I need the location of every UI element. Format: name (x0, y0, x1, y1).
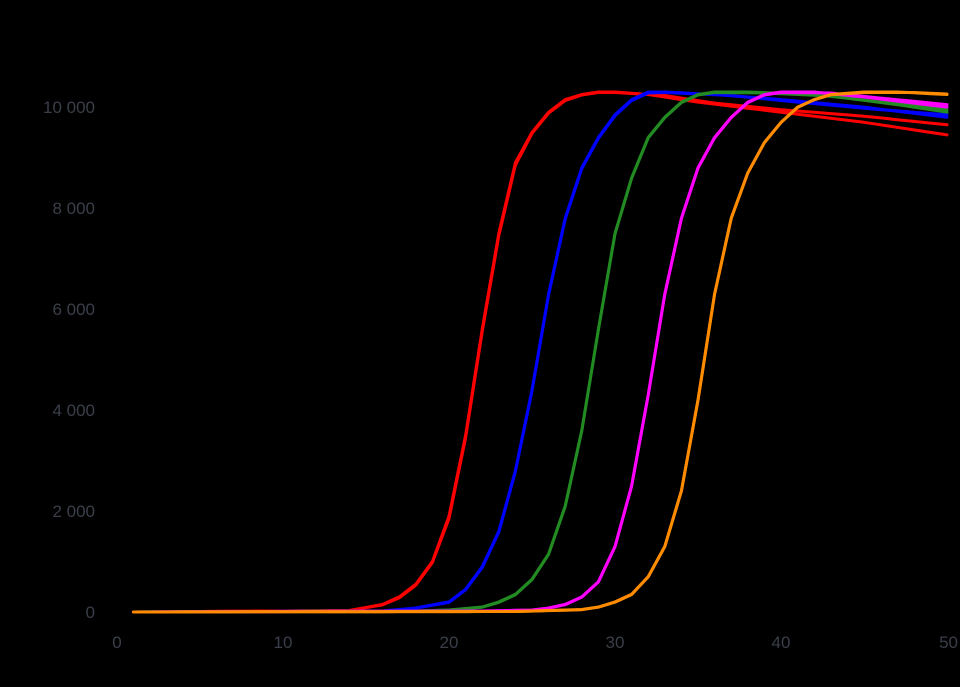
x-tick-label: 40 (772, 633, 791, 652)
y-tick-label: 6 000 (52, 300, 95, 319)
x-tick-label: 50 (939, 633, 958, 652)
x-tick-label: 10 (274, 633, 293, 652)
y-tick-label: 4 000 (52, 401, 95, 420)
plot-area (132, 90, 949, 614)
y-tick-label: 2 000 (52, 502, 95, 521)
x-tick-label: 30 (606, 633, 625, 652)
series-line-10 (132, 91, 949, 614)
y-tick-label: 10 000 (43, 98, 95, 117)
y-tick-label: 8 000 (52, 199, 95, 218)
x-axis: 0 10 20 30 40 50 (112, 633, 958, 652)
x-tick-label: 0 (112, 633, 121, 652)
y-tick-label: 0 (86, 603, 95, 622)
y-axis: 0 2 000 4 000 6 000 8 000 10 000 (43, 98, 95, 622)
x-tick-label: 20 (440, 633, 459, 652)
